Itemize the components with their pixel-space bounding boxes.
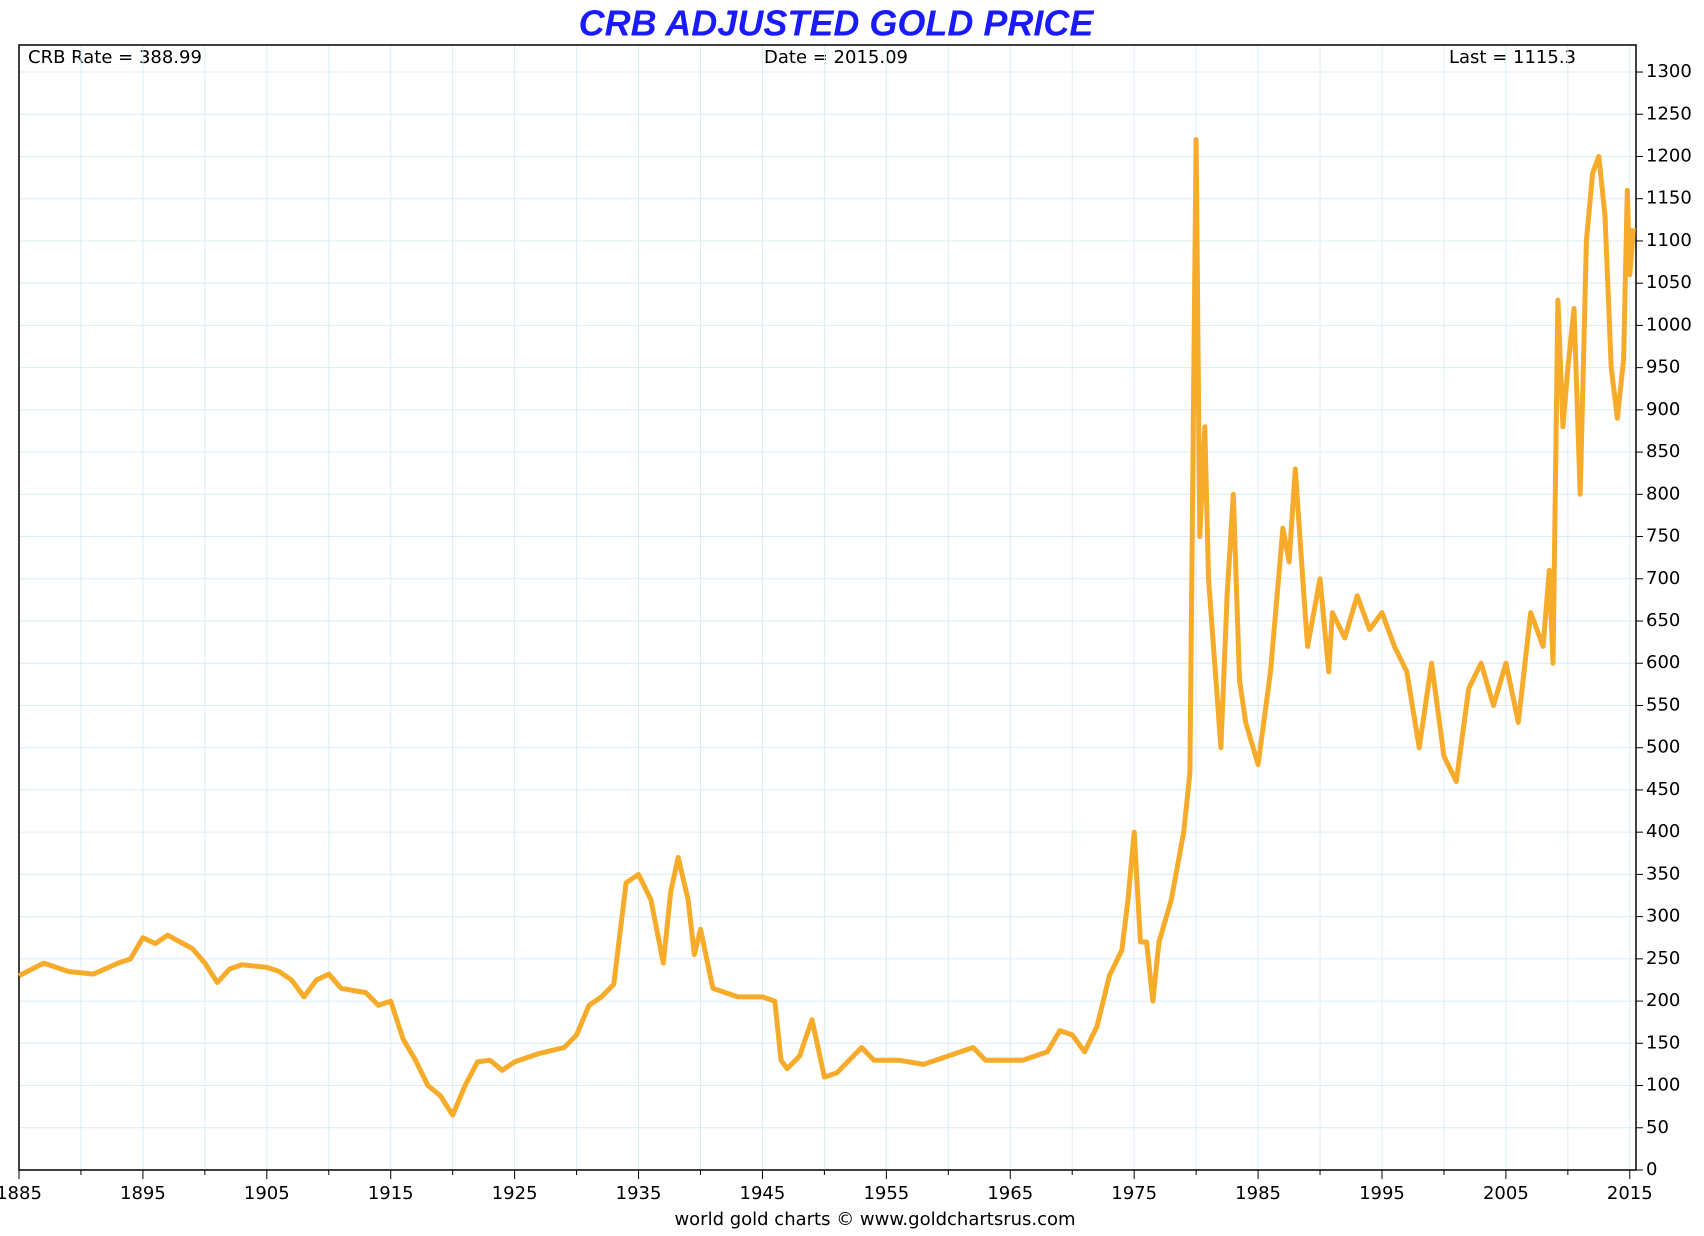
- y-tick-label: 600: [1646, 652, 1680, 673]
- x-tick-label: 1965: [987, 1183, 1033, 1204]
- y-tick-label: 150: [1646, 1032, 1680, 1053]
- y-tick-label: 1000: [1646, 314, 1692, 335]
- y-tick-label: 1300: [1646, 61, 1692, 82]
- plot-frame: [18, 44, 1637, 1171]
- y-tick-label: 1200: [1646, 145, 1692, 166]
- annotation: CRB Rate = 388.99: [28, 47, 202, 68]
- x-tick-label: 1915: [368, 1183, 414, 1204]
- x-tick-label: 1975: [1111, 1183, 1157, 1204]
- x-tick-label: 2015: [1607, 1183, 1653, 1204]
- x-tick-label: 1945: [740, 1183, 786, 1204]
- y-tick-label: 400: [1646, 821, 1680, 842]
- y-tick-label: 350: [1646, 863, 1680, 884]
- y-tick-label: 950: [1646, 357, 1680, 378]
- x-tick-label: 1985: [1235, 1183, 1281, 1204]
- y-tick-label: 1100: [1646, 230, 1692, 251]
- x-tick-label: 1995: [1359, 1183, 1405, 1204]
- x-tick-label: 1885: [0, 1183, 42, 1204]
- annotation: Date = 2015.09: [764, 47, 908, 68]
- y-tick-label: 50: [1646, 1117, 1669, 1138]
- y-tick-label: 650: [1646, 610, 1680, 631]
- footer: world gold charts © www.goldchartsrus.co…: [674, 1209, 1075, 1230]
- annotation: Last = 1115.3: [1449, 47, 1576, 68]
- y-tick-label: 700: [1646, 568, 1680, 589]
- x-tick-label: 1895: [120, 1183, 166, 1204]
- y-tick-label: 550: [1646, 694, 1680, 715]
- x-tick-label: 1925: [492, 1183, 538, 1204]
- y-tick-label: 250: [1646, 948, 1680, 969]
- x-tick-label: 1935: [616, 1183, 662, 1204]
- y-tick-label: 450: [1646, 779, 1680, 800]
- y-tick-label: 100: [1646, 1075, 1680, 1096]
- y-tick-label: 0: [1646, 1159, 1657, 1180]
- x-tick-label: 1905: [244, 1183, 290, 1204]
- y-tick-label: 300: [1646, 906, 1680, 927]
- chart-title: CRB ADJUSTED GOLD PRICE: [579, 3, 1095, 44]
- y-tick-label: 1050: [1646, 272, 1692, 293]
- y-tick-label: 500: [1646, 737, 1680, 758]
- y-tick-label: 1150: [1646, 188, 1692, 209]
- x-tick-label: 1955: [863, 1183, 909, 1204]
- y-tick-label: 200: [1646, 990, 1680, 1011]
- y-tick-label: 850: [1646, 441, 1680, 462]
- line: [17, 137, 1636, 1118]
- y-tick-label: 800: [1646, 483, 1680, 504]
- y-tick-label: 900: [1646, 399, 1680, 420]
- y-tick-label: 750: [1646, 526, 1680, 547]
- y-tick-label: 1250: [1646, 103, 1692, 124]
- x-tick-label: 2005: [1483, 1183, 1529, 1204]
